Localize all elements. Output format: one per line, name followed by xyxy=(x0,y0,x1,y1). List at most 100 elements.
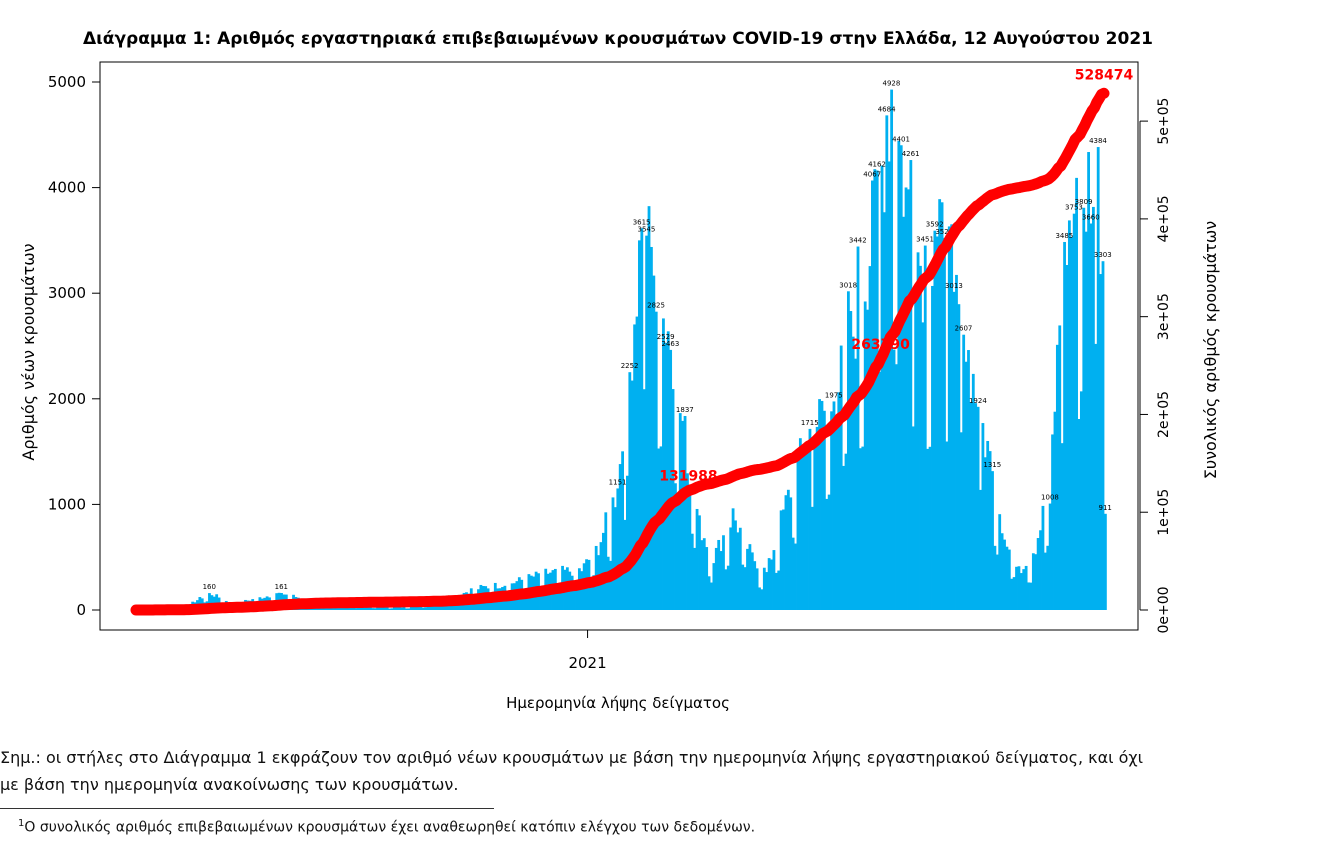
note-line-1: Σημ.: οι στήλες στο Διάγραμμα 1 εκφράζου… xyxy=(0,748,1144,767)
bar xyxy=(371,608,375,610)
bar xyxy=(1084,231,1088,610)
bar xyxy=(890,89,894,611)
bar xyxy=(1072,213,1076,610)
bar xyxy=(400,607,404,610)
bar-value-label: 1151 xyxy=(609,478,627,486)
bar xyxy=(743,567,747,610)
bar xyxy=(892,349,896,610)
bar xyxy=(750,552,754,610)
bar-value-label: 2463 xyxy=(662,340,680,348)
bar xyxy=(705,547,709,610)
bar xyxy=(419,604,423,610)
bar xyxy=(1089,223,1093,610)
bar xyxy=(774,572,778,610)
bar xyxy=(1017,566,1021,610)
y2-axis-label: Συνολικός αριθμός κρουσμάτων xyxy=(1201,221,1220,480)
bar xyxy=(839,345,843,610)
bar xyxy=(717,539,721,610)
bar xyxy=(1046,545,1050,610)
bar xyxy=(402,606,406,610)
bar xyxy=(686,473,689,610)
bar xyxy=(801,446,805,610)
bar xyxy=(556,586,560,610)
bar xyxy=(1034,554,1038,610)
bar xyxy=(215,594,219,610)
y2-tick-label: 0e+00 xyxy=(1156,586,1172,633)
bar xyxy=(407,608,411,610)
bar xyxy=(347,606,351,610)
bar xyxy=(589,581,593,610)
bar xyxy=(1024,565,1028,610)
bar xyxy=(914,295,918,610)
bar xyxy=(789,497,793,610)
bar xyxy=(683,416,687,610)
bar xyxy=(777,570,781,610)
y-tick-label: 0 xyxy=(76,601,86,619)
bar xyxy=(628,372,632,610)
bar xyxy=(1055,344,1059,610)
bar xyxy=(981,423,985,610)
bar xyxy=(818,399,821,610)
bar xyxy=(786,489,790,610)
bar xyxy=(798,438,802,610)
bar xyxy=(664,342,668,610)
bar-value-label: 911 xyxy=(1099,504,1112,512)
bar xyxy=(935,236,939,611)
bar xyxy=(926,448,930,610)
chart-title: Διάγραμμα 1: Αριθμός εργαστηριακά επιβεβ… xyxy=(83,29,1153,49)
bar xyxy=(806,445,809,610)
bar xyxy=(558,588,562,610)
bar xyxy=(388,608,392,610)
bar xyxy=(633,324,637,610)
plot-frame xyxy=(99,61,1139,631)
bar-value-label: 2529 xyxy=(657,333,675,341)
bar-value-label: 2825 xyxy=(647,302,665,310)
bar xyxy=(762,567,766,610)
bar xyxy=(539,590,543,610)
bar xyxy=(611,497,615,610)
bar xyxy=(1053,411,1057,610)
bar xyxy=(1091,206,1095,610)
bar xyxy=(1007,549,1011,610)
bar-value-label: 4384 xyxy=(1089,137,1107,145)
bar xyxy=(950,224,954,610)
bar xyxy=(758,587,761,610)
bar xyxy=(1075,177,1078,610)
bar xyxy=(674,483,677,610)
bar xyxy=(1063,241,1066,611)
bar xyxy=(616,488,620,610)
bar xyxy=(842,465,845,610)
bar xyxy=(724,569,728,610)
bar xyxy=(1077,419,1081,610)
bar-value-label: 4261 xyxy=(902,150,920,158)
bar xyxy=(210,595,214,610)
bar xyxy=(522,593,526,610)
bar xyxy=(681,420,685,610)
note-line-2: με βάση την ημερομηνία ανακοίνωσης των κ… xyxy=(0,775,459,794)
bar-value-label: 3545 xyxy=(638,226,656,234)
bar xyxy=(959,432,963,610)
bar xyxy=(810,506,814,610)
bar xyxy=(1012,577,1016,610)
bar xyxy=(381,606,384,610)
bar xyxy=(1043,552,1047,610)
y2-tick-label: 3e+05 xyxy=(1156,293,1172,340)
bar xyxy=(736,532,740,610)
bar xyxy=(491,598,495,610)
bar xyxy=(866,309,869,610)
bar xyxy=(635,316,639,610)
bar xyxy=(573,585,576,610)
bar xyxy=(378,606,382,610)
bar xyxy=(690,533,694,610)
bar xyxy=(354,608,358,610)
bar xyxy=(767,558,771,610)
bar xyxy=(902,216,906,610)
bar xyxy=(541,587,545,610)
bar xyxy=(340,607,343,610)
bar xyxy=(575,587,579,610)
bar xyxy=(940,202,944,611)
bar xyxy=(815,426,819,610)
bar xyxy=(618,464,622,610)
x-axis-label: Ημερομηνία λήψης δείγματος xyxy=(506,694,730,712)
bar xyxy=(1079,391,1083,610)
